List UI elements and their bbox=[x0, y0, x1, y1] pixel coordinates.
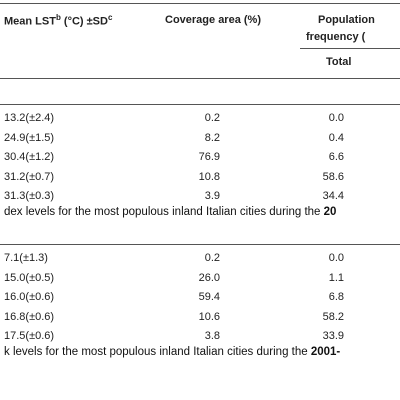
footnote-mark: c bbox=[107, 13, 113, 22]
header-text: (°C) ±SD bbox=[60, 15, 108, 28]
caption: k levels for the most populous inland It… bbox=[4, 346, 340, 358]
rule bbox=[0, 78, 400, 79]
cell: 0.0 bbox=[328, 112, 344, 124]
cell: 33.9 bbox=[322, 330, 344, 343]
footnote-mark: b bbox=[55, 13, 61, 22]
cell: 13.2(±2.4) bbox=[4, 112, 55, 124]
cell: 0.2 bbox=[204, 112, 220, 124]
caption: dex levels for the most populous inland … bbox=[4, 206, 336, 218]
cell: 30.4(±1.2) bbox=[4, 151, 55, 164]
cell: 1.1 bbox=[328, 271, 344, 284]
cell: 17.5(±0.6) bbox=[4, 330, 55, 343]
cell: 8.2 bbox=[204, 131, 220, 144]
rule bbox=[300, 48, 400, 49]
cell: 0.4 bbox=[328, 131, 344, 144]
rule bbox=[0, 104, 400, 105]
cell: 10.6 bbox=[198, 310, 220, 323]
header-text: Mean LST bbox=[4, 15, 56, 28]
caption-text: k levels for the most populous inland It… bbox=[4, 346, 311, 358]
cell: 26.0 bbox=[198, 271, 220, 284]
cell: 16.8(±0.6) bbox=[4, 310, 55, 323]
header-cell: Population bbox=[318, 14, 375, 26]
cell: 31.3(±0.3) bbox=[4, 190, 55, 203]
cell: 15.0(±0.5) bbox=[4, 271, 55, 284]
cell: 16.0(±0.6) bbox=[4, 291, 55, 304]
cell: 6.8 bbox=[328, 291, 344, 304]
caption-bold: 2001- bbox=[310, 346, 341, 358]
rule bbox=[0, 244, 400, 245]
caption-bold: 20 bbox=[323, 206, 337, 218]
cell: 59.4 bbox=[198, 291, 220, 304]
cell: 76.9 bbox=[198, 151, 220, 164]
header-cell: Coverage area (%) bbox=[165, 14, 261, 26]
header-cell: Mean LSTb (°C) ±SDc bbox=[4, 13, 112, 28]
cell: 34.4 bbox=[322, 190, 344, 203]
subheader-cell: Total bbox=[326, 56, 352, 68]
cell: 31.2(±0.7) bbox=[4, 170, 55, 183]
caption-text: dex levels for the most populous inland … bbox=[4, 206, 324, 218]
cell: 58.6 bbox=[322, 170, 344, 183]
rule bbox=[0, 3, 400, 4]
cell: 3.8 bbox=[204, 330, 220, 343]
cell: 7.1(±1.3) bbox=[4, 252, 48, 264]
cell: 10.8 bbox=[198, 170, 220, 183]
cell: 3.9 bbox=[204, 190, 220, 203]
cell: 0.2 bbox=[204, 252, 220, 264]
cell: 6.6 bbox=[328, 151, 344, 164]
header-cell: frequency ( bbox=[306, 31, 366, 43]
cell: 24.9(±1.5) bbox=[4, 131, 55, 144]
cell: 0.0 bbox=[328, 252, 344, 264]
cell: 58.2 bbox=[322, 310, 344, 323]
